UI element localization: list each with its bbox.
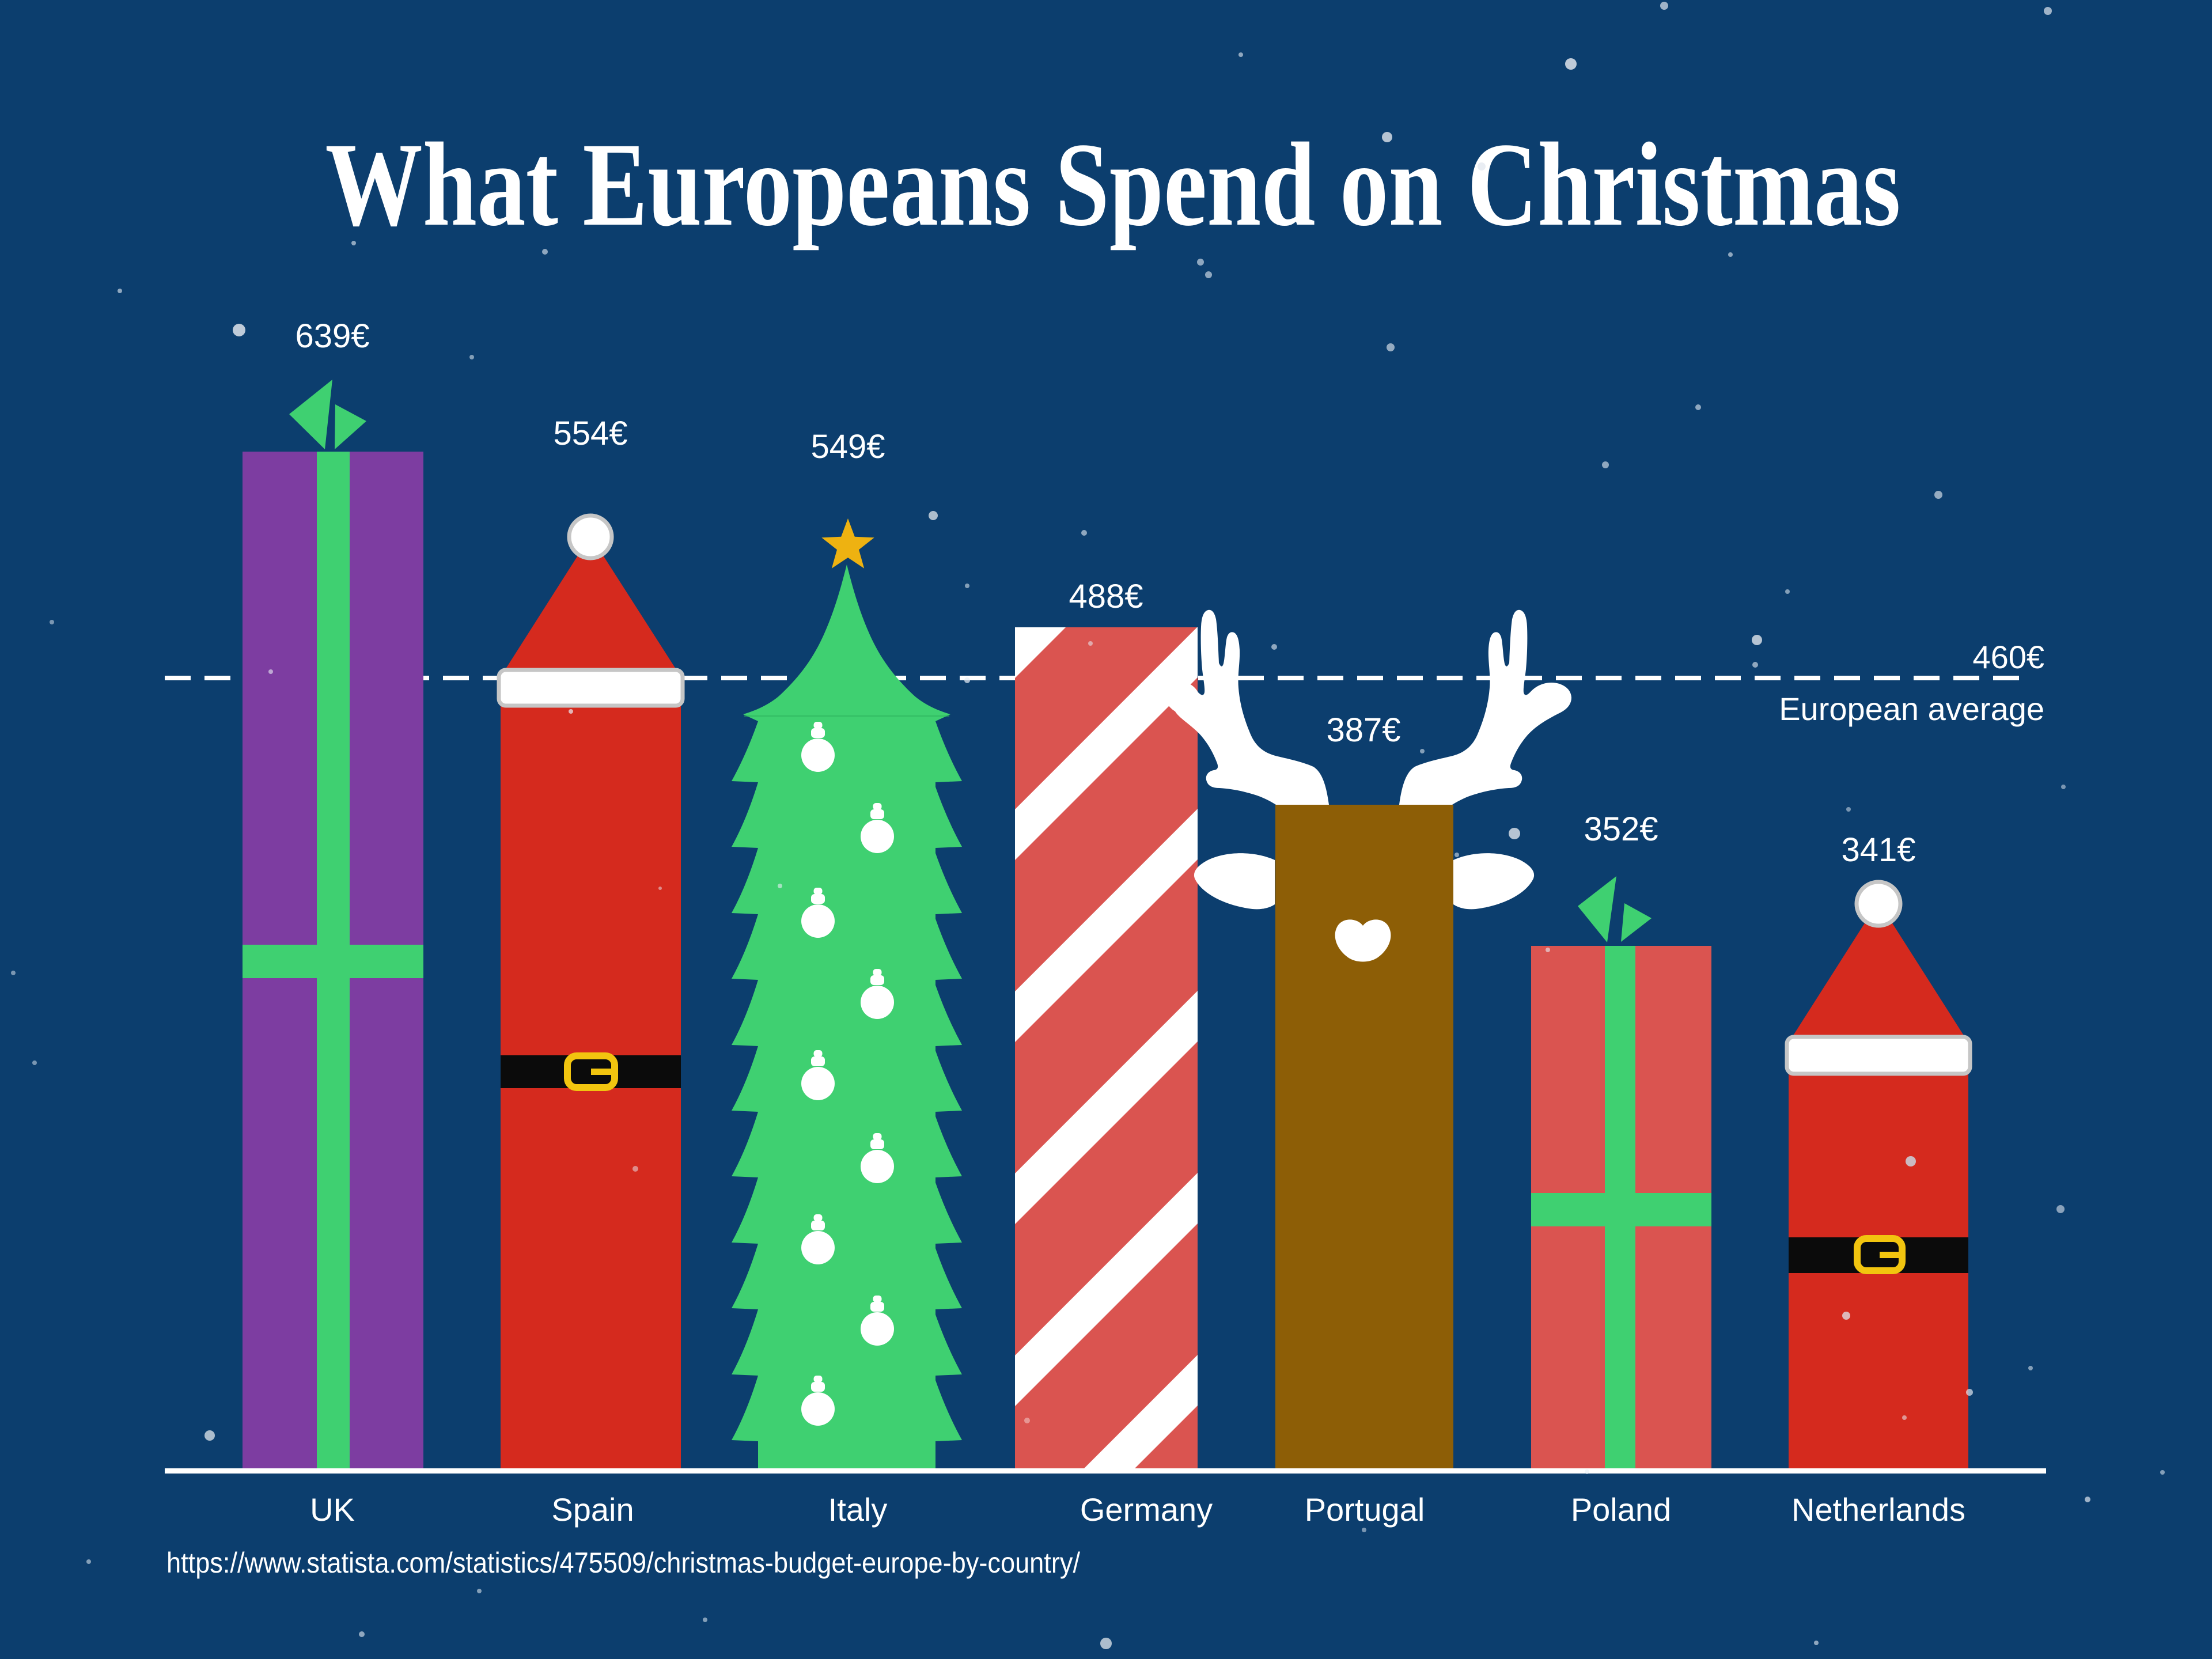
svg-text:488€: 488€ <box>1069 578 1143 615</box>
svg-text:Portugal: Portugal <box>1305 1491 1425 1528</box>
svg-text:341€: 341€ <box>1841 831 1915 869</box>
svg-text:549€: 549€ <box>810 428 885 465</box>
svg-text:387€: 387€ <box>1326 711 1400 749</box>
svg-text:460€: 460€ <box>1972 639 2044 675</box>
svg-text:352€: 352€ <box>1584 810 1658 848</box>
svg-text:639€: 639€ <box>295 317 369 355</box>
svg-text:Poland: Poland <box>1571 1491 1671 1528</box>
svg-text:What Europeans Spend on Christ: What Europeans Spend on Christmas <box>325 118 1901 251</box>
svg-text:https://www.statista.com/stati: https://www.statista.com/statistics/4755… <box>166 1547 1080 1579</box>
svg-text:European average: European average <box>1779 691 2044 727</box>
svg-text:Italy: Italy <box>828 1491 888 1528</box>
svg-text:554€: 554€ <box>553 415 627 452</box>
svg-text:Germany: Germany <box>1080 1491 1213 1528</box>
svg-text:Spain: Spain <box>551 1491 634 1528</box>
svg-text:Netherlands: Netherlands <box>1791 1491 1965 1528</box>
svg-text:UK: UK <box>310 1491 355 1528</box>
